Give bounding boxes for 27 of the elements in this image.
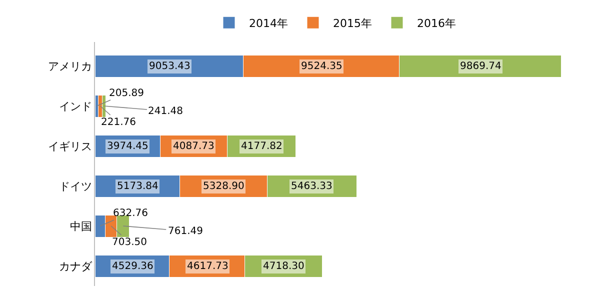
data-label: 221.76: [101, 117, 136, 128]
legend-label: 2014年: [249, 16, 288, 30]
data-label: 4087.73: [173, 141, 214, 152]
y-tick-label: カナダ: [58, 260, 93, 273]
legend-label: 2015年: [333, 16, 372, 30]
data-label: 4617.73: [187, 261, 228, 272]
data-label: 9524.35: [301, 61, 342, 72]
data-label: 9869.74: [460, 61, 502, 72]
y-tick-label: ドイツ: [58, 180, 92, 193]
data-label: 5173.84: [117, 181, 158, 192]
data-label: 761.49: [168, 226, 203, 237]
data-label: 4529.36: [112, 261, 154, 272]
data-label: 3974.45: [107, 141, 148, 152]
data-label: 5463.33: [291, 181, 332, 192]
data-label: 4177.82: [241, 141, 282, 152]
data-label: 5328.90: [203, 181, 244, 192]
data-label: 241.48: [148, 106, 183, 117]
data-label: 703.50: [112, 237, 147, 248]
y-tick-label: アメリカ: [48, 60, 92, 73]
y-tick-label: イギリス: [48, 140, 92, 153]
y-tick-label: インド: [58, 100, 92, 113]
data-label: 632.76: [113, 208, 148, 219]
data-label: 4718.30: [263, 261, 304, 272]
y-tick-label: 中国: [70, 220, 92, 233]
data-label: 205.89: [109, 88, 144, 99]
legend-label: 2016年: [417, 16, 456, 30]
data-label: 9053.43: [149, 61, 190, 72]
